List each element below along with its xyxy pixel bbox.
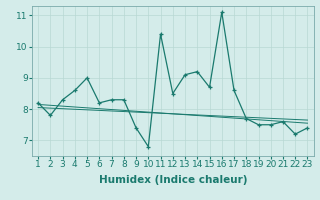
X-axis label: Humidex (Indice chaleur): Humidex (Indice chaleur): [99, 175, 247, 185]
